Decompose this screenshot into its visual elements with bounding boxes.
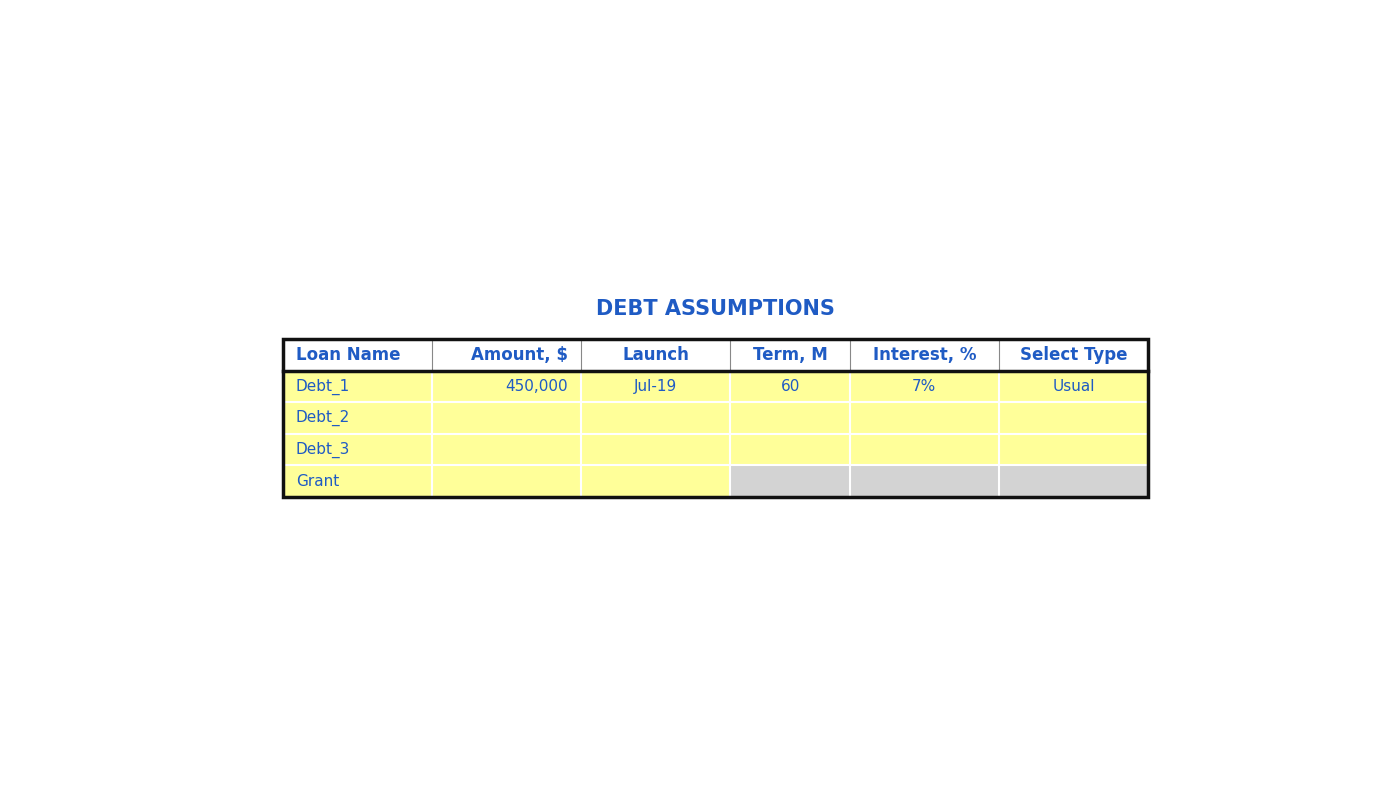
Bar xyxy=(581,465,730,497)
Bar xyxy=(850,465,1000,497)
Bar xyxy=(730,340,850,371)
Bar xyxy=(282,340,431,371)
Bar xyxy=(581,340,730,371)
Text: DEBT ASSUMPTIONS: DEBT ASSUMPTIONS xyxy=(596,299,835,319)
Bar xyxy=(730,402,850,434)
Bar xyxy=(1000,402,1149,434)
Text: 450,000: 450,000 xyxy=(505,379,568,394)
Text: Debt_1: Debt_1 xyxy=(296,379,350,395)
Bar xyxy=(850,434,1000,465)
Bar xyxy=(282,402,431,434)
Text: Debt_3: Debt_3 xyxy=(296,442,350,457)
Bar xyxy=(431,371,581,402)
Bar xyxy=(1000,340,1149,371)
Bar xyxy=(850,340,1000,371)
Bar xyxy=(581,402,730,434)
Bar xyxy=(1000,465,1149,497)
Bar xyxy=(581,434,730,465)
Text: Amount, $: Amount, $ xyxy=(472,346,568,364)
Bar xyxy=(282,465,431,497)
Bar xyxy=(282,434,431,465)
Text: Grant: Grant xyxy=(296,473,339,489)
Text: Usual: Usual xyxy=(1053,379,1094,394)
Bar xyxy=(581,371,730,402)
Bar xyxy=(850,402,1000,434)
Bar xyxy=(431,434,581,465)
Text: 7%: 7% xyxy=(912,379,937,394)
Text: Term, M: Term, M xyxy=(752,346,828,364)
Text: Debt_2: Debt_2 xyxy=(296,410,350,426)
Text: Select Type: Select Type xyxy=(1020,346,1128,364)
Bar xyxy=(1000,371,1149,402)
Text: Jul-19: Jul-19 xyxy=(634,379,677,394)
Bar xyxy=(282,340,1148,497)
Text: 60: 60 xyxy=(780,379,800,394)
Bar xyxy=(431,465,581,497)
Bar xyxy=(431,340,581,371)
Bar xyxy=(730,434,850,465)
Bar xyxy=(282,371,431,402)
Bar xyxy=(730,371,850,402)
Bar xyxy=(1000,434,1149,465)
Text: Loan Name: Loan Name xyxy=(296,346,401,364)
Bar xyxy=(850,371,1000,402)
Bar xyxy=(431,402,581,434)
Bar xyxy=(730,465,850,497)
Text: Interest, %: Interest, % xyxy=(872,346,976,364)
Text: Launch: Launch xyxy=(623,346,690,364)
